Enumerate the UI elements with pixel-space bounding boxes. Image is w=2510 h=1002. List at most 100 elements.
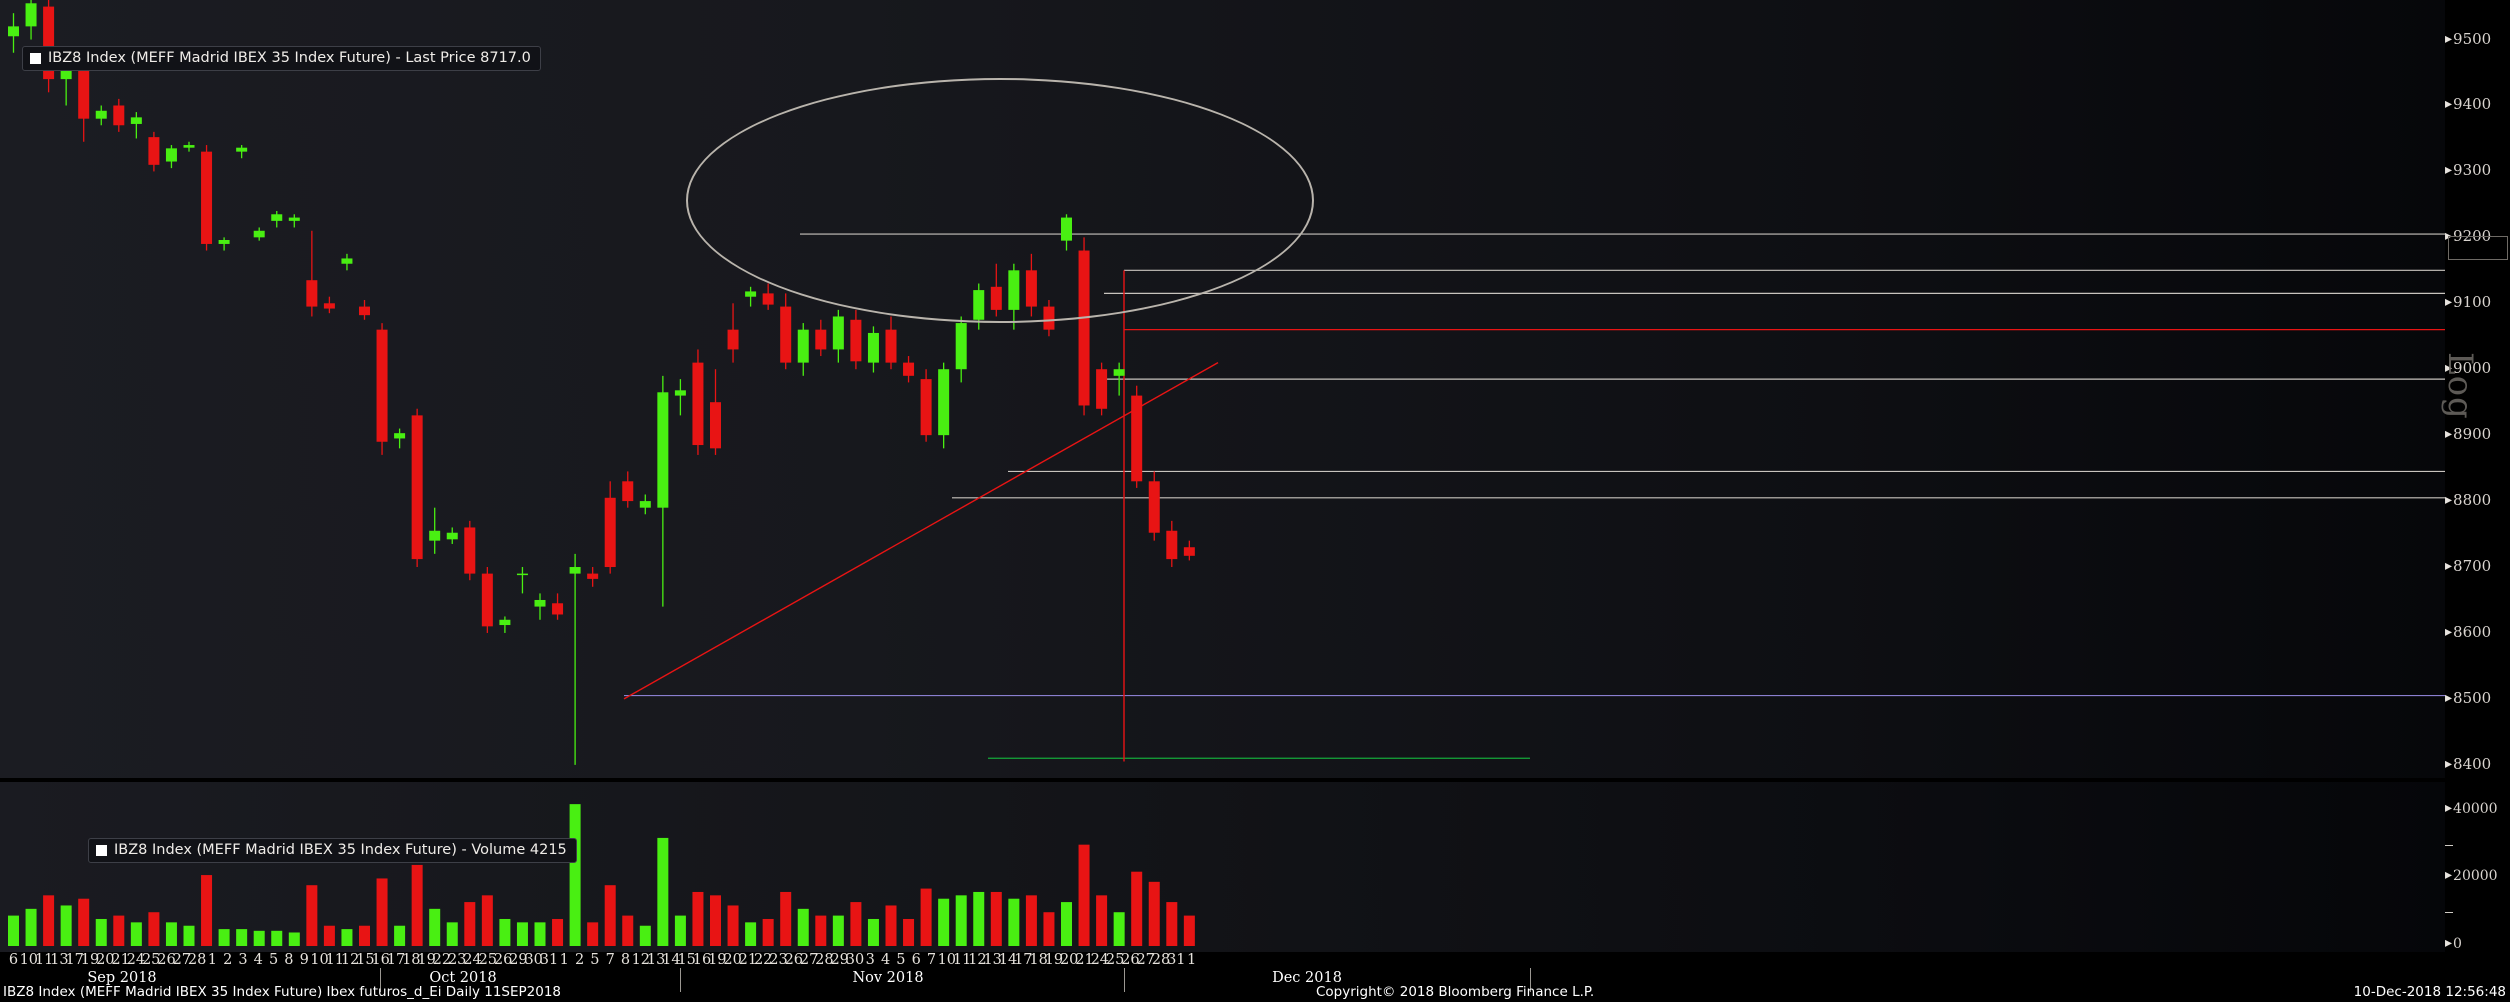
volume-bar-44[interactable]	[780, 891, 792, 946]
candle-37[interactable]	[657, 375, 669, 607]
candle-14[interactable]	[253, 227, 265, 241]
volume-bar-59[interactable]	[1043, 912, 1055, 946]
candle-36[interactable]	[639, 494, 651, 515]
volume-bar-50[interactable]	[885, 905, 897, 946]
volume-bar-32[interactable]	[569, 804, 581, 946]
volume-bar-38[interactable]	[674, 915, 686, 946]
candle-35[interactable]	[622, 471, 634, 508]
volume-bar-62[interactable]	[1096, 895, 1108, 946]
candle-44[interactable]	[780, 293, 792, 370]
candle-8[interactable]	[148, 131, 160, 172]
candle-49[interactable]	[867, 326, 879, 373]
pane-divider[interactable]	[0, 778, 2510, 782]
volume-bar-30[interactable]	[534, 922, 546, 946]
candle-63[interactable]	[1113, 362, 1125, 396]
candle-7[interactable]	[130, 112, 142, 139]
volume-bar-29[interactable]	[516, 922, 528, 946]
candle-18[interactable]	[323, 296, 335, 314]
candle-25[interactable]	[446, 527, 458, 544]
volume-bar-33[interactable]	[587, 922, 599, 946]
volume-bar-51[interactable]	[903, 918, 915, 946]
volume-bar-35[interactable]	[622, 915, 634, 946]
volume-bar-3[interactable]	[60, 905, 72, 946]
volume-bar-52[interactable]	[920, 888, 932, 946]
volume-bar-20[interactable]	[359, 925, 370, 946]
candle-42[interactable]	[745, 286, 757, 307]
volume-bar-0[interactable]	[8, 915, 19, 946]
candle-1[interactable]	[25, 0, 37, 40]
volume-bar-67[interactable]	[1183, 915, 1195, 946]
volume-bar-13[interactable]	[236, 929, 248, 946]
candle-41[interactable]	[727, 303, 739, 363]
volume-bar-43[interactable]	[762, 918, 774, 946]
candle-62[interactable]	[1096, 362, 1108, 416]
volume-bar-31[interactable]	[552, 918, 564, 946]
volume-bar-19[interactable]	[341, 929, 353, 946]
candle-0[interactable]	[8, 13, 19, 53]
candle-15[interactable]	[271, 210, 283, 228]
volume-bar-60[interactable]	[1061, 902, 1072, 946]
candle-13[interactable]	[236, 145, 248, 159]
candle-27[interactable]	[481, 567, 493, 633]
volume-bar-26[interactable]	[464, 902, 476, 946]
candle-11[interactable]	[201, 145, 213, 251]
volume-series-legend[interactable]: IBZ8 Index (MEFF Madrid IBEX 35 Index Fu…	[88, 838, 577, 863]
volume-bar-10[interactable]	[183, 925, 195, 946]
price-axis[interactable]: ▸8400 ▸8500 ▸8600 ▸8700 ▸8800 ▸8900 ▸9000 ▸9100…	[2445, 0, 2510, 778]
candle-64[interactable]	[1131, 385, 1143, 488]
volume-bar-2[interactable]	[43, 895, 55, 946]
candle-20[interactable]	[359, 299, 370, 320]
volume-bar-40[interactable]	[710, 895, 721, 946]
volume-bar-42[interactable]	[745, 922, 757, 946]
candle-17[interactable]	[306, 230, 318, 317]
candle-66[interactable]	[1166, 520, 1178, 568]
volume-bar-28[interactable]	[499, 918, 511, 946]
volume-bar-4[interactable]	[78, 898, 90, 946]
price-chart-pane[interactable]	[0, 0, 2445, 778]
candle-40[interactable]	[710, 369, 721, 455]
ellipse-annotation[interactable]	[686, 78, 1314, 323]
candle-47[interactable]	[832, 309, 844, 363]
candle-30[interactable]	[534, 593, 546, 620]
candle-22[interactable]	[394, 428, 406, 449]
candle-48[interactable]	[850, 309, 862, 370]
volume-bar-36[interactable]	[639, 925, 651, 946]
volume-bar-48[interactable]	[850, 902, 862, 946]
candle-21[interactable]	[376, 323, 388, 455]
candle-33[interactable]	[587, 567, 599, 587]
candle-10[interactable]	[183, 141, 195, 152]
volume-bar-23[interactable]	[411, 864, 423, 946]
volume-bar-39[interactable]	[692, 891, 704, 946]
volume-bar-54[interactable]	[955, 895, 967, 946]
date-axis[interactable]: 6 10 11 13 17 19 20 21 24 25 26 27 28 1 2 3 4 5 8 9 10 11 12 15…	[0, 952, 2445, 992]
volume-bar-45[interactable]	[797, 908, 809, 946]
volume-bar-5[interactable]	[95, 918, 107, 946]
volume-bar-58[interactable]	[1025, 895, 1037, 946]
volume-bar-17[interactable]	[306, 885, 318, 946]
volume-bar-9[interactable]	[165, 922, 177, 946]
volume-bar-25[interactable]	[446, 922, 458, 946]
volume-bar-61[interactable]	[1078, 844, 1090, 946]
candle-54[interactable]	[955, 316, 967, 383]
trendline-support[interactable]	[623, 362, 1219, 700]
volume-bar-63[interactable]	[1113, 912, 1125, 946]
candle-50[interactable]	[885, 316, 897, 370]
candle-24[interactable]	[429, 507, 441, 554]
volume-bar-18[interactable]	[323, 925, 335, 946]
candle-5[interactable]	[95, 105, 107, 126]
volume-bar-22[interactable]	[394, 925, 406, 946]
candle-26[interactable]	[464, 520, 476, 581]
candle-19[interactable]	[341, 253, 353, 271]
candle-9[interactable]	[165, 145, 177, 169]
volume-bar-46[interactable]	[815, 915, 827, 946]
volume-bar-12[interactable]	[218, 929, 230, 946]
candle-39[interactable]	[692, 349, 704, 455]
volume-bar-66[interactable]	[1166, 902, 1178, 946]
candle-46[interactable]	[815, 319, 827, 357]
volume-bar-27[interactable]	[481, 895, 493, 946]
volume-bar-37[interactable]	[657, 837, 669, 946]
candle-65[interactable]	[1148, 471, 1160, 541]
volume-bar-57[interactable]	[1008, 898, 1020, 946]
candle-38[interactable]	[674, 379, 686, 416]
volume-chart-pane[interactable]	[0, 782, 2445, 952]
